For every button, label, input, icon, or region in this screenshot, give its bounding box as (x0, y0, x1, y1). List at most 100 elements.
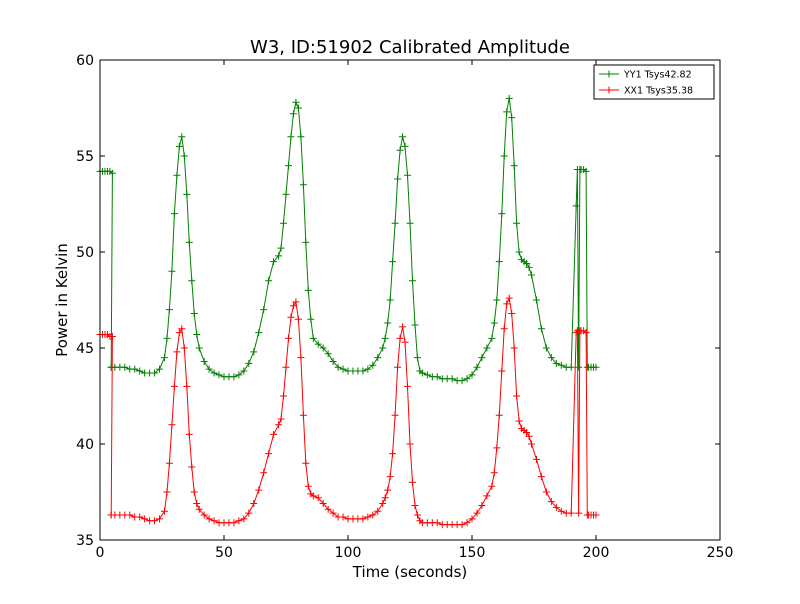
data-point (304, 286, 312, 294)
data-point (505, 94, 513, 102)
data-point (136, 367, 144, 375)
data-point (151, 517, 159, 525)
data-point (126, 511, 134, 519)
data-point (510, 162, 518, 170)
data-point (389, 258, 397, 266)
data-point (525, 432, 533, 440)
data-point (175, 329, 183, 337)
data-point (384, 486, 392, 494)
data-point (299, 181, 307, 189)
data-point (557, 507, 565, 515)
data-point (401, 142, 409, 150)
series-1 (96, 94, 600, 385)
data-point (381, 494, 389, 502)
data-point (339, 513, 347, 521)
data-point (433, 519, 441, 527)
data-point (168, 421, 176, 429)
data-point (359, 515, 367, 523)
data-point (284, 162, 292, 170)
data-point (359, 367, 367, 375)
data-point (515, 248, 523, 256)
data-point (200, 511, 208, 519)
legend-label: XX1 Tsys35.38 (624, 86, 693, 97)
plot-area (100, 60, 720, 540)
data-point (592, 363, 600, 371)
y-tick-label: 50 (76, 245, 94, 261)
data-point (483, 344, 491, 352)
data-point (448, 375, 456, 383)
data-point (275, 421, 283, 429)
data-point (297, 354, 305, 362)
data-point (156, 515, 164, 523)
data-point (473, 509, 481, 517)
data-point (523, 260, 531, 268)
data-point (389, 450, 397, 458)
legend-box (593, 64, 715, 100)
data-point (488, 334, 496, 342)
data-point (532, 455, 540, 463)
data-point (458, 521, 466, 529)
data-point (468, 371, 476, 379)
data-point (495, 258, 503, 266)
data-point (396, 146, 404, 154)
data-point (160, 354, 168, 362)
data-point (413, 511, 421, 519)
data-point (525, 263, 533, 271)
data-point (463, 375, 471, 383)
data-point (500, 152, 508, 160)
data-point (406, 219, 414, 227)
data-point (413, 354, 421, 362)
data-point (280, 392, 288, 400)
data-point (324, 350, 332, 358)
data-point (404, 171, 412, 179)
data-point (121, 363, 129, 371)
y-tick-label: 60 (76, 53, 94, 69)
data-point (399, 133, 407, 141)
data-point (210, 517, 218, 525)
data-point (411, 321, 419, 329)
x-tick-label: 100 (335, 545, 362, 561)
data-point (463, 519, 471, 527)
data-point (168, 267, 176, 275)
data-point (108, 169, 116, 177)
data-point (255, 329, 263, 337)
data-point (277, 415, 285, 423)
x-axis-label: Time (seconds) (352, 563, 468, 581)
data-point (468, 515, 476, 523)
data-point (240, 515, 248, 523)
data-point (215, 371, 223, 379)
data-point (319, 344, 327, 352)
data-point (183, 190, 191, 198)
data-point (163, 488, 171, 496)
data-point (200, 357, 208, 365)
data-point (205, 365, 213, 373)
data-point (552, 503, 560, 511)
data-point (188, 463, 196, 471)
data-point (193, 331, 201, 339)
y-tick-label: 35 (76, 533, 94, 549)
data-point (170, 382, 178, 390)
data-point (384, 319, 392, 327)
legend-marker (605, 86, 613, 94)
data-point (386, 473, 394, 481)
data-point (508, 309, 516, 317)
data-point (364, 513, 372, 521)
data-point (260, 306, 268, 314)
data-point (369, 511, 377, 519)
legend: YY1 Tsys42.82 XX1 Tsys35.38 (593, 64, 715, 100)
data-point (386, 296, 394, 304)
x-tick-label: 0 (96, 545, 105, 561)
data-point (391, 411, 399, 419)
x-tick-label: 250 (707, 545, 734, 561)
data-point (299, 411, 307, 419)
data-point (260, 469, 268, 477)
data-point (406, 440, 414, 448)
data-point (394, 175, 402, 183)
data-point (307, 315, 315, 323)
chart-title: W3, ID:51902 Calibrated Amplitude (250, 37, 570, 58)
data-point (270, 430, 278, 438)
data-point (498, 367, 506, 375)
data-point (339, 365, 347, 373)
data-point (294, 104, 302, 112)
